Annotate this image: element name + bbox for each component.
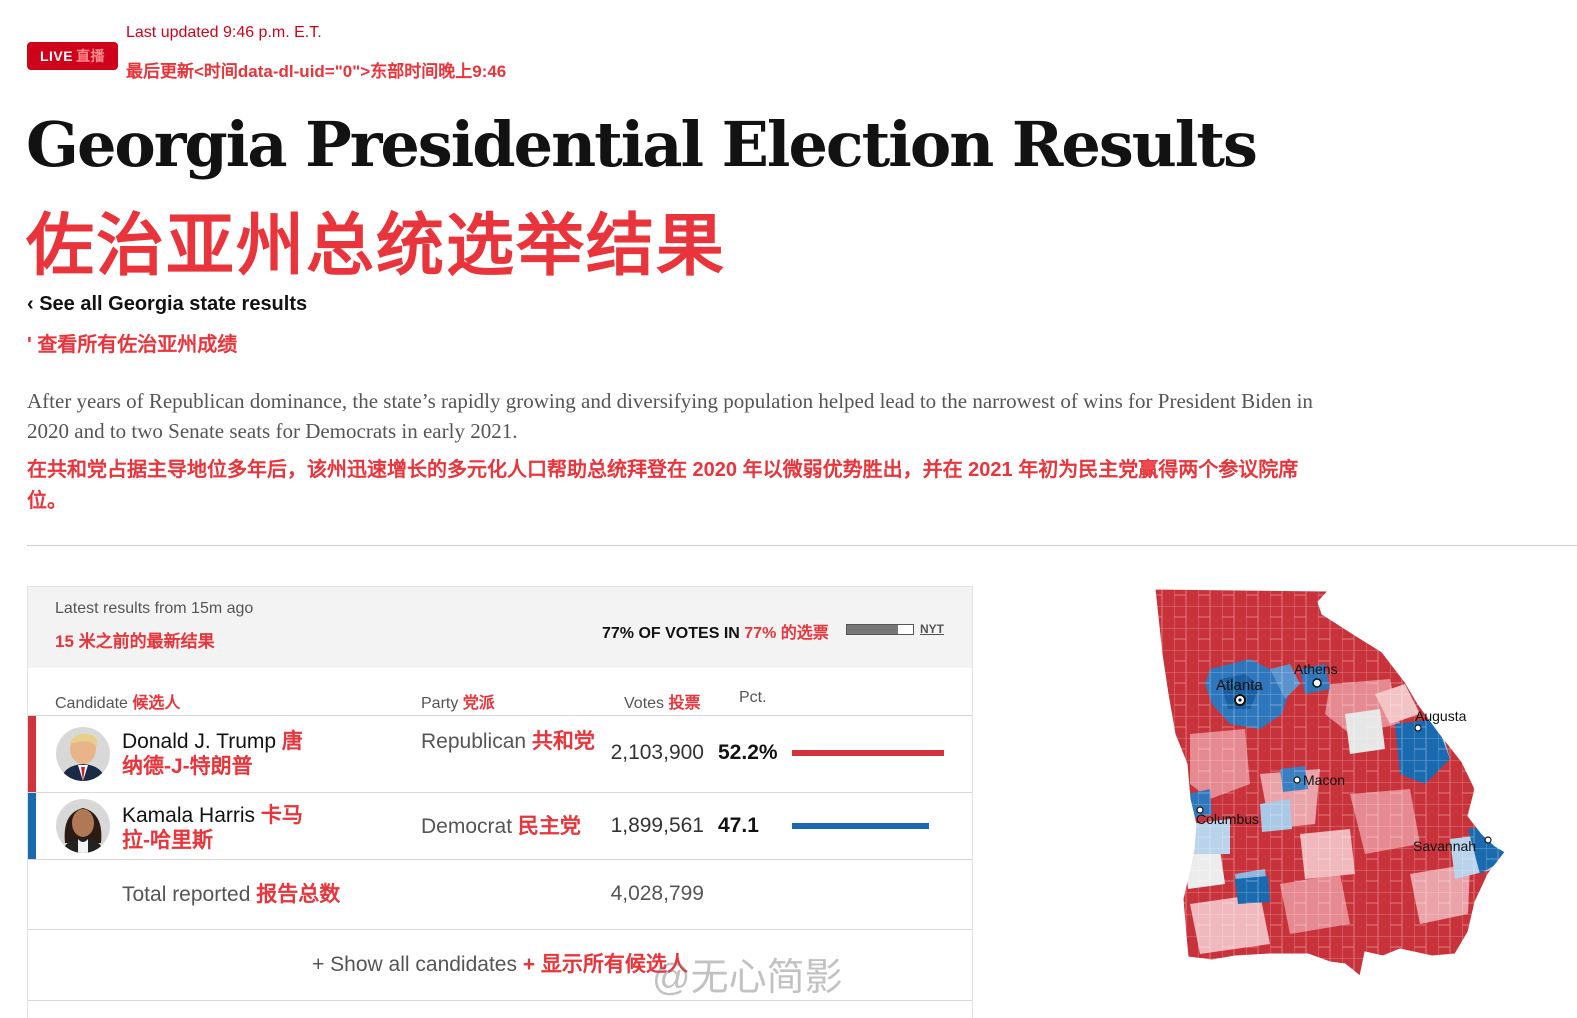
votes-in-text: 77% OF VOTES IN (602, 625, 740, 642)
results-header: Latest results from 15m ago 15 米之前的最新结果 … (28, 587, 972, 668)
show-all-candidates-button[interactable]: + Show all candidates + 显示所有候选人 (28, 929, 972, 1001)
party-text: Republican (421, 730, 527, 753)
latest-results-text: Latest results from 15m ago (55, 600, 254, 617)
votes-in-progress-fill (847, 625, 898, 634)
col-candidate-label-cn: 候选人 (132, 695, 181, 712)
summary-text: After years of Republican dominance, the… (27, 389, 1313, 443)
party-color-bar (28, 793, 36, 860)
live-label: LIVE (39, 48, 74, 64)
candidate-party: Republican 共和党 (421, 729, 596, 754)
total-label-text: Total reported (122, 883, 251, 906)
city-label-augusta: Augusta (1415, 708, 1467, 724)
show-all-label-cn: + 显示所有候选人 (522, 953, 688, 976)
party-text: Democrat (421, 815, 513, 838)
candidate-row-trump[interactable]: Donald J. Trump 唐纳德-J-特朗普 Republican 共和党… (28, 715, 972, 793)
city-label-savannah: Savannah (1413, 838, 1476, 854)
city-marker-athens (1312, 678, 1322, 688)
page-title-cn: 佐治亚州总统选举结果 (26, 208, 727, 284)
col-pct-label: Pct. (739, 689, 767, 706)
party-text-cn: 民主党 (517, 815, 581, 838)
page-title: Georgia Presidential Election Results (26, 108, 1258, 181)
col-candidate-label: Candidate (55, 695, 128, 712)
last-updated-cn: 最后更新<时间data-dl-uid="0">东部时间晚上9:46 (126, 62, 507, 81)
avatar-harris (56, 799, 110, 853)
latest-results-text-cn: 15 米之前的最新结果 (55, 632, 215, 651)
candidate-name[interactable]: Kamala Harris 卡马拉-哈里斯 (122, 803, 322, 853)
col-votes-label-cn: 投票 (668, 695, 701, 712)
col-party-label-cn: 党派 (462, 695, 495, 712)
party-color-bar (28, 716, 36, 793)
total-votes: 4,028,799 (610, 882, 704, 905)
show-all-label: + Show all candidates (312, 953, 517, 976)
candidate-name-text: Donald J. Trump (122, 730, 277, 753)
candidate-name[interactable]: Donald J. Trump 唐纳德-J-特朗普 (122, 729, 322, 779)
total-label-cn: 报告总数 (256, 883, 341, 906)
votes-in-progress (846, 624, 914, 635)
total-label: Total reported 报告总数 (122, 882, 412, 907)
city-label-columbus: Columbus (1196, 811, 1259, 827)
col-candidate[interactable]: Candidate 候选人 (55, 689, 180, 713)
col-votes[interactable]: Votes 投票 (624, 689, 701, 713)
col-party[interactable]: Party 党派 (421, 689, 495, 713)
candidate-party: Democrat 民主党 (421, 814, 611, 839)
section-divider (27, 545, 1577, 546)
candidate-pct: 52.2% (718, 741, 778, 764)
results-table: Latest results from 15m ago 15 米之前的最新结果 … (27, 586, 973, 1018)
watermark: @无心简影 (652, 957, 843, 999)
votes-in-text-cn: 77% 的选票 (744, 625, 829, 642)
candidate-name-cn: 唐纳德-J-特朗普 (122, 730, 303, 778)
city-label-athens: Athens (1294, 661, 1338, 677)
pct-bar-trump (792, 750, 944, 756)
live-badge: LIVE 直播 (27, 42, 118, 70)
avatar-trump (56, 727, 110, 781)
candidate-pct: 47.1 (718, 814, 759, 837)
city-label-macon: Macon (1303, 772, 1345, 788)
candidate-name-cn: 卡马拉-哈里斯 (122, 804, 303, 852)
live-label-cn: 直播 (76, 48, 106, 64)
county-shapes (1155, 589, 1505, 976)
city-marker-columbus (1196, 806, 1204, 814)
city-label-atlanta: Atlanta (1216, 677, 1263, 694)
see-all-state-results-link-cn: ' 查看所有佐治亚州成绩 (27, 334, 238, 356)
city-marker-macon (1293, 776, 1301, 784)
col-pct[interactable]: Pct. (739, 689, 767, 707)
see-all-state-results-link[interactable]: ‹ See all Georgia state results (27, 293, 308, 315)
candidate-votes: 2,103,900 (610, 741, 704, 764)
party-text-cn: 共和党 (531, 730, 595, 753)
nyt-source-link[interactable]: NYT (920, 622, 944, 636)
col-party-label: Party (421, 695, 459, 712)
votes-in-label: 77% OF VOTES IN 77% 的选票 (602, 619, 829, 643)
col-votes-label: Votes (624, 695, 665, 712)
summary-text-cn: 在共和党占据主导地位多年后，该州迅速增长的多元化人口帮助总统拜登在 2020 年… (27, 459, 1299, 512)
georgia-county-map[interactable]: Athens Atlanta Augusta Macon Columbus Sa… (1150, 584, 1520, 1004)
last-updated: Last updated 9:46 p.m. E.T. (126, 24, 322, 41)
candidate-name-text: Kamala Harris (122, 804, 256, 827)
pct-bar-harris (792, 823, 930, 829)
city-marker-augusta (1414, 724, 1422, 732)
candidate-votes: 1,899,561 (610, 814, 704, 837)
candidate-row-harris[interactable]: Kamala Harris 卡马拉-哈里斯 Democrat 民主党 1,899… (28, 792, 972, 860)
total-row: Total reported 报告总数 4,028,799 (28, 859, 972, 929)
city-marker-atlanta-dot (1238, 698, 1242, 702)
city-marker-savannah (1484, 836, 1492, 844)
